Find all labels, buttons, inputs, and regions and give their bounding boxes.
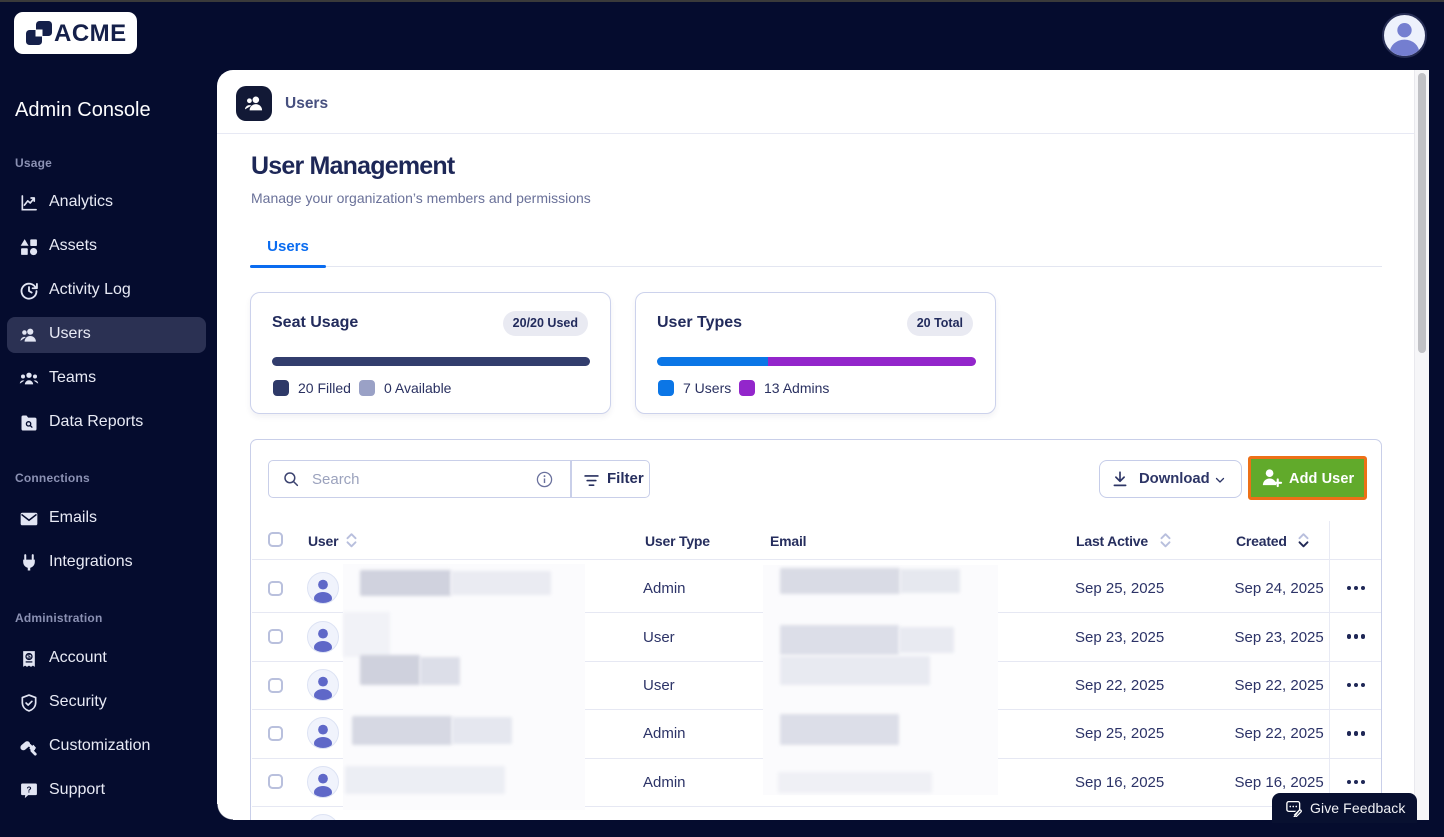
svg-text:?: ? (26, 785, 31, 795)
svg-text:$: $ (27, 654, 31, 661)
